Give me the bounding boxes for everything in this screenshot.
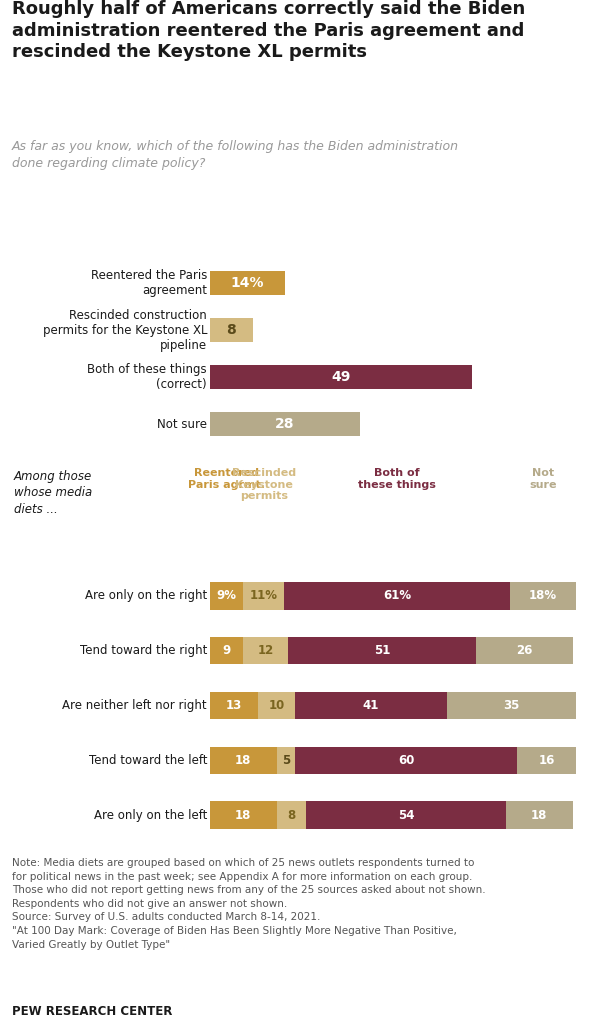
Text: 14%: 14% (231, 276, 264, 290)
Bar (288, 637, 476, 665)
Text: 9%: 9% (217, 590, 237, 602)
Text: Are only on the left: Are only on the left (94, 809, 207, 821)
Bar (243, 583, 284, 609)
Text: Are only on the right: Are only on the right (85, 590, 207, 602)
Text: 18: 18 (235, 754, 252, 767)
Text: Not sure: Not sure (157, 418, 207, 431)
Text: Tend toward the left: Tend toward the left (88, 754, 207, 767)
Bar (210, 637, 243, 665)
Text: Tend toward the right: Tend toward the right (80, 644, 207, 657)
Text: 35: 35 (504, 699, 520, 712)
Bar (295, 746, 517, 774)
Text: 49: 49 (331, 370, 351, 384)
Bar (284, 583, 510, 609)
Bar (210, 802, 277, 828)
Bar (506, 802, 573, 828)
Text: 60: 60 (398, 754, 414, 767)
Text: Rescinded
Keystone
permits: Rescinded Keystone permits (232, 468, 296, 501)
Bar (210, 318, 253, 342)
Bar (210, 583, 243, 609)
Bar (243, 637, 288, 665)
Text: 9: 9 (222, 644, 231, 657)
Bar (517, 746, 576, 774)
Text: 18: 18 (235, 809, 252, 821)
Bar (210, 365, 473, 389)
Bar (210, 692, 258, 719)
Text: 8: 8 (287, 809, 296, 821)
Text: 16: 16 (539, 754, 555, 767)
Bar (277, 802, 306, 828)
Text: As far as you know, which of the following has the Biden administration
done reg: As far as you know, which of the followi… (12, 140, 459, 170)
Text: Note: Media diets are grouped based on which of 25 news outlets respondents turn: Note: Media diets are grouped based on w… (12, 858, 486, 949)
Text: Reentered the Paris
agreement: Reentered the Paris agreement (91, 269, 207, 297)
Text: 28: 28 (275, 417, 294, 431)
Bar (210, 271, 285, 295)
Text: Among those
whose media
diets ...: Among those whose media diets ... (14, 470, 92, 516)
Text: 18: 18 (531, 809, 548, 821)
Text: Both of these things
(correct): Both of these things (correct) (88, 364, 207, 391)
Text: 11%: 11% (250, 590, 278, 602)
Text: Both of
these things: Both of these things (358, 468, 436, 489)
Bar (476, 637, 573, 665)
Text: 26: 26 (516, 644, 533, 657)
Text: 13: 13 (226, 699, 242, 712)
Text: PEW RESEARCH CENTER: PEW RESEARCH CENTER (12, 1005, 172, 1018)
Text: 61%: 61% (383, 590, 411, 602)
Text: Rescinded construction
permits for the Keystone XL
pipeline: Rescinded construction permits for the K… (42, 308, 207, 351)
Bar (295, 692, 447, 719)
Text: 10: 10 (268, 699, 285, 712)
Text: 51: 51 (374, 644, 390, 657)
Text: 8: 8 (226, 324, 236, 337)
Text: Not
sure: Not sure (529, 468, 557, 489)
Text: 41: 41 (363, 699, 379, 712)
Bar (258, 692, 295, 719)
Text: 12: 12 (257, 644, 274, 657)
Bar (306, 802, 506, 828)
Text: 18%: 18% (529, 590, 557, 602)
Text: 54: 54 (398, 809, 414, 821)
Text: Roughly half of Americans correctly said the Biden
administration reentered the : Roughly half of Americans correctly said… (12, 0, 525, 61)
Bar (447, 692, 576, 719)
Bar (510, 583, 576, 609)
Bar (210, 412, 360, 436)
Text: Reentered
Paris agrmt.: Reentered Paris agrmt. (188, 468, 265, 489)
Bar (277, 746, 295, 774)
Bar (210, 746, 277, 774)
Text: Are neither left nor right: Are neither left nor right (63, 699, 207, 712)
Text: 5: 5 (282, 754, 290, 767)
